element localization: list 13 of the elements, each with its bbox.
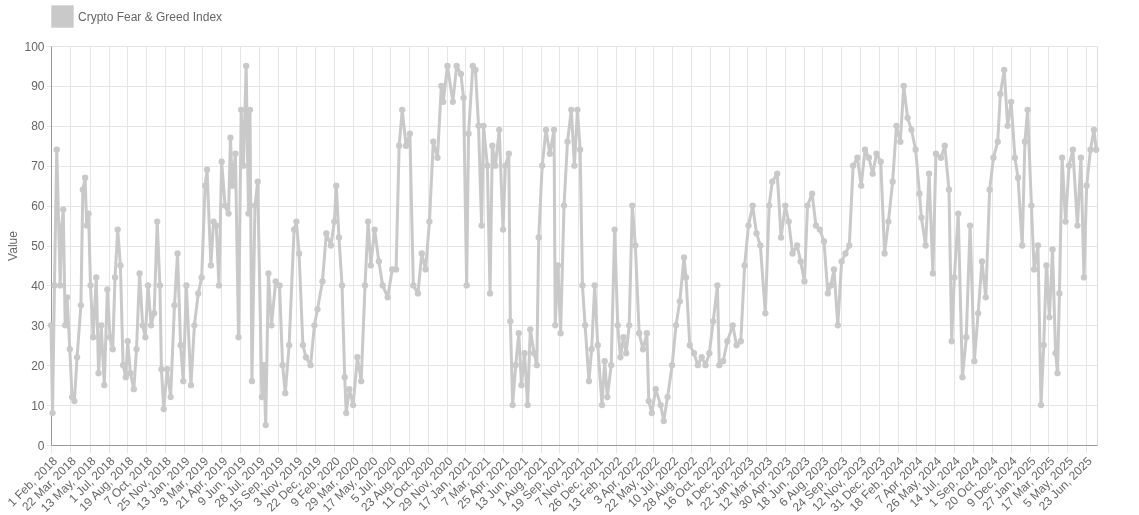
y-tick-label: 40	[31, 278, 45, 293]
y-tick-label: 60	[31, 199, 45, 214]
y-tick-label: 70	[31, 159, 45, 174]
y-tick-label: 30	[31, 318, 45, 333]
y-tick-label: 100	[24, 39, 45, 54]
y-tick-label: 90	[31, 79, 45, 94]
y-tick-label: 20	[31, 358, 45, 373]
y-axis-title: Value	[6, 230, 21, 261]
y-tick-label: 50	[31, 239, 45, 253]
legend-label: Crypto Fear & Greed Index	[78, 9, 223, 24]
y-tick-label: 0	[37, 438, 45, 453]
y-tick-label: 80	[31, 119, 45, 134]
y-tick-label: 10	[31, 398, 45, 413]
